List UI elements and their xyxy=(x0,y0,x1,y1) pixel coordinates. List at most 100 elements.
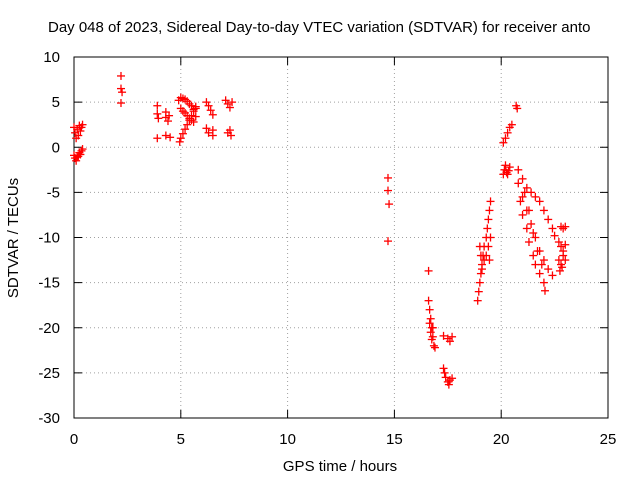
data-point xyxy=(116,84,125,93)
data-point xyxy=(477,265,486,274)
data-point xyxy=(504,166,513,175)
data-point xyxy=(176,134,185,143)
data-point xyxy=(225,103,234,112)
data-point xyxy=(228,98,237,107)
data-point xyxy=(189,117,198,126)
data-point xyxy=(78,145,87,154)
data-point xyxy=(426,328,435,337)
data-point xyxy=(187,111,196,120)
data-point xyxy=(202,124,211,133)
y-tick-label: -10 xyxy=(38,230,60,247)
data-point xyxy=(77,146,86,155)
data-point xyxy=(178,129,187,138)
y-tick-label: 5 xyxy=(52,94,60,111)
data-point xyxy=(522,224,531,233)
data-point xyxy=(445,337,454,346)
data-point xyxy=(385,200,394,209)
data-point xyxy=(448,374,457,383)
data-point xyxy=(529,251,538,260)
data-point xyxy=(548,271,557,280)
data-point xyxy=(485,256,494,265)
data-point xyxy=(539,206,548,215)
x-tick-labels: 0 5 10 15 20 25 xyxy=(70,431,617,448)
data-point xyxy=(76,127,85,136)
data-point xyxy=(531,233,540,242)
data-point xyxy=(439,331,448,340)
data-point xyxy=(476,269,485,278)
data-point xyxy=(485,206,494,215)
data-point xyxy=(501,134,510,143)
data-point xyxy=(561,222,570,231)
y-tick-labels: 10 5 0 -5 -10 -15 -20 -25 -30 xyxy=(38,49,60,427)
data-point xyxy=(499,138,508,147)
y-axis-label: SDTVAR / TECUs xyxy=(5,178,22,298)
data-point xyxy=(185,116,194,125)
x-tick-label: 0 xyxy=(70,431,78,448)
data-point xyxy=(161,131,170,140)
data-point xyxy=(183,120,192,129)
data-point xyxy=(507,120,516,129)
data-point xyxy=(204,128,213,137)
data-point xyxy=(429,341,438,350)
data-point xyxy=(505,163,514,172)
data-point xyxy=(191,102,200,111)
data-point xyxy=(153,109,162,118)
data-point xyxy=(427,335,436,344)
data-point xyxy=(561,240,570,249)
data-point xyxy=(165,111,174,120)
data-point xyxy=(559,251,568,260)
data-point xyxy=(116,99,125,108)
data-point xyxy=(225,126,234,135)
data-point xyxy=(539,278,548,287)
y-tick-label: -15 xyxy=(38,275,60,292)
data-point xyxy=(550,231,559,240)
data-point xyxy=(527,219,536,228)
data-point xyxy=(518,174,527,183)
y-tick-label: -20 xyxy=(38,320,60,337)
data-point xyxy=(181,125,190,134)
data-point xyxy=(473,296,482,305)
data-point xyxy=(554,238,563,247)
data-point xyxy=(425,319,434,328)
data-point xyxy=(548,224,557,233)
data-point xyxy=(514,179,523,188)
data-point xyxy=(448,332,457,341)
data-point xyxy=(206,106,215,115)
data-point xyxy=(204,101,213,110)
data-point xyxy=(561,256,570,265)
data-point xyxy=(153,101,162,110)
data-point xyxy=(72,156,81,165)
data-point xyxy=(503,170,512,179)
data-point xyxy=(163,117,172,126)
data-point xyxy=(428,323,437,332)
chart-title: Day 048 of 2023, Sidereal Day-to-day VTE… xyxy=(48,19,590,36)
data-point xyxy=(540,286,549,295)
data-point xyxy=(424,296,433,305)
data-point xyxy=(516,197,525,206)
data-point xyxy=(383,173,392,182)
data-point xyxy=(544,215,553,224)
data-point xyxy=(116,71,125,80)
data-point xyxy=(539,256,548,265)
data-point xyxy=(189,107,198,116)
axis-ticks xyxy=(73,56,609,419)
data-points xyxy=(70,71,570,389)
data-point xyxy=(118,88,127,97)
x-tick-label: 25 xyxy=(600,431,617,448)
data-point xyxy=(441,373,450,382)
data-point xyxy=(175,137,184,146)
y-tick-label: 0 xyxy=(52,139,60,156)
data-point xyxy=(191,112,200,121)
data-point xyxy=(226,131,235,140)
grid xyxy=(74,57,608,418)
data-point xyxy=(383,237,392,246)
data-point xyxy=(537,260,546,269)
data-point xyxy=(426,314,435,323)
data-point xyxy=(154,114,163,123)
data-point xyxy=(74,131,83,140)
data-point xyxy=(425,305,434,314)
data-point xyxy=(166,133,175,142)
data-point xyxy=(474,287,483,296)
data-point xyxy=(524,238,533,247)
